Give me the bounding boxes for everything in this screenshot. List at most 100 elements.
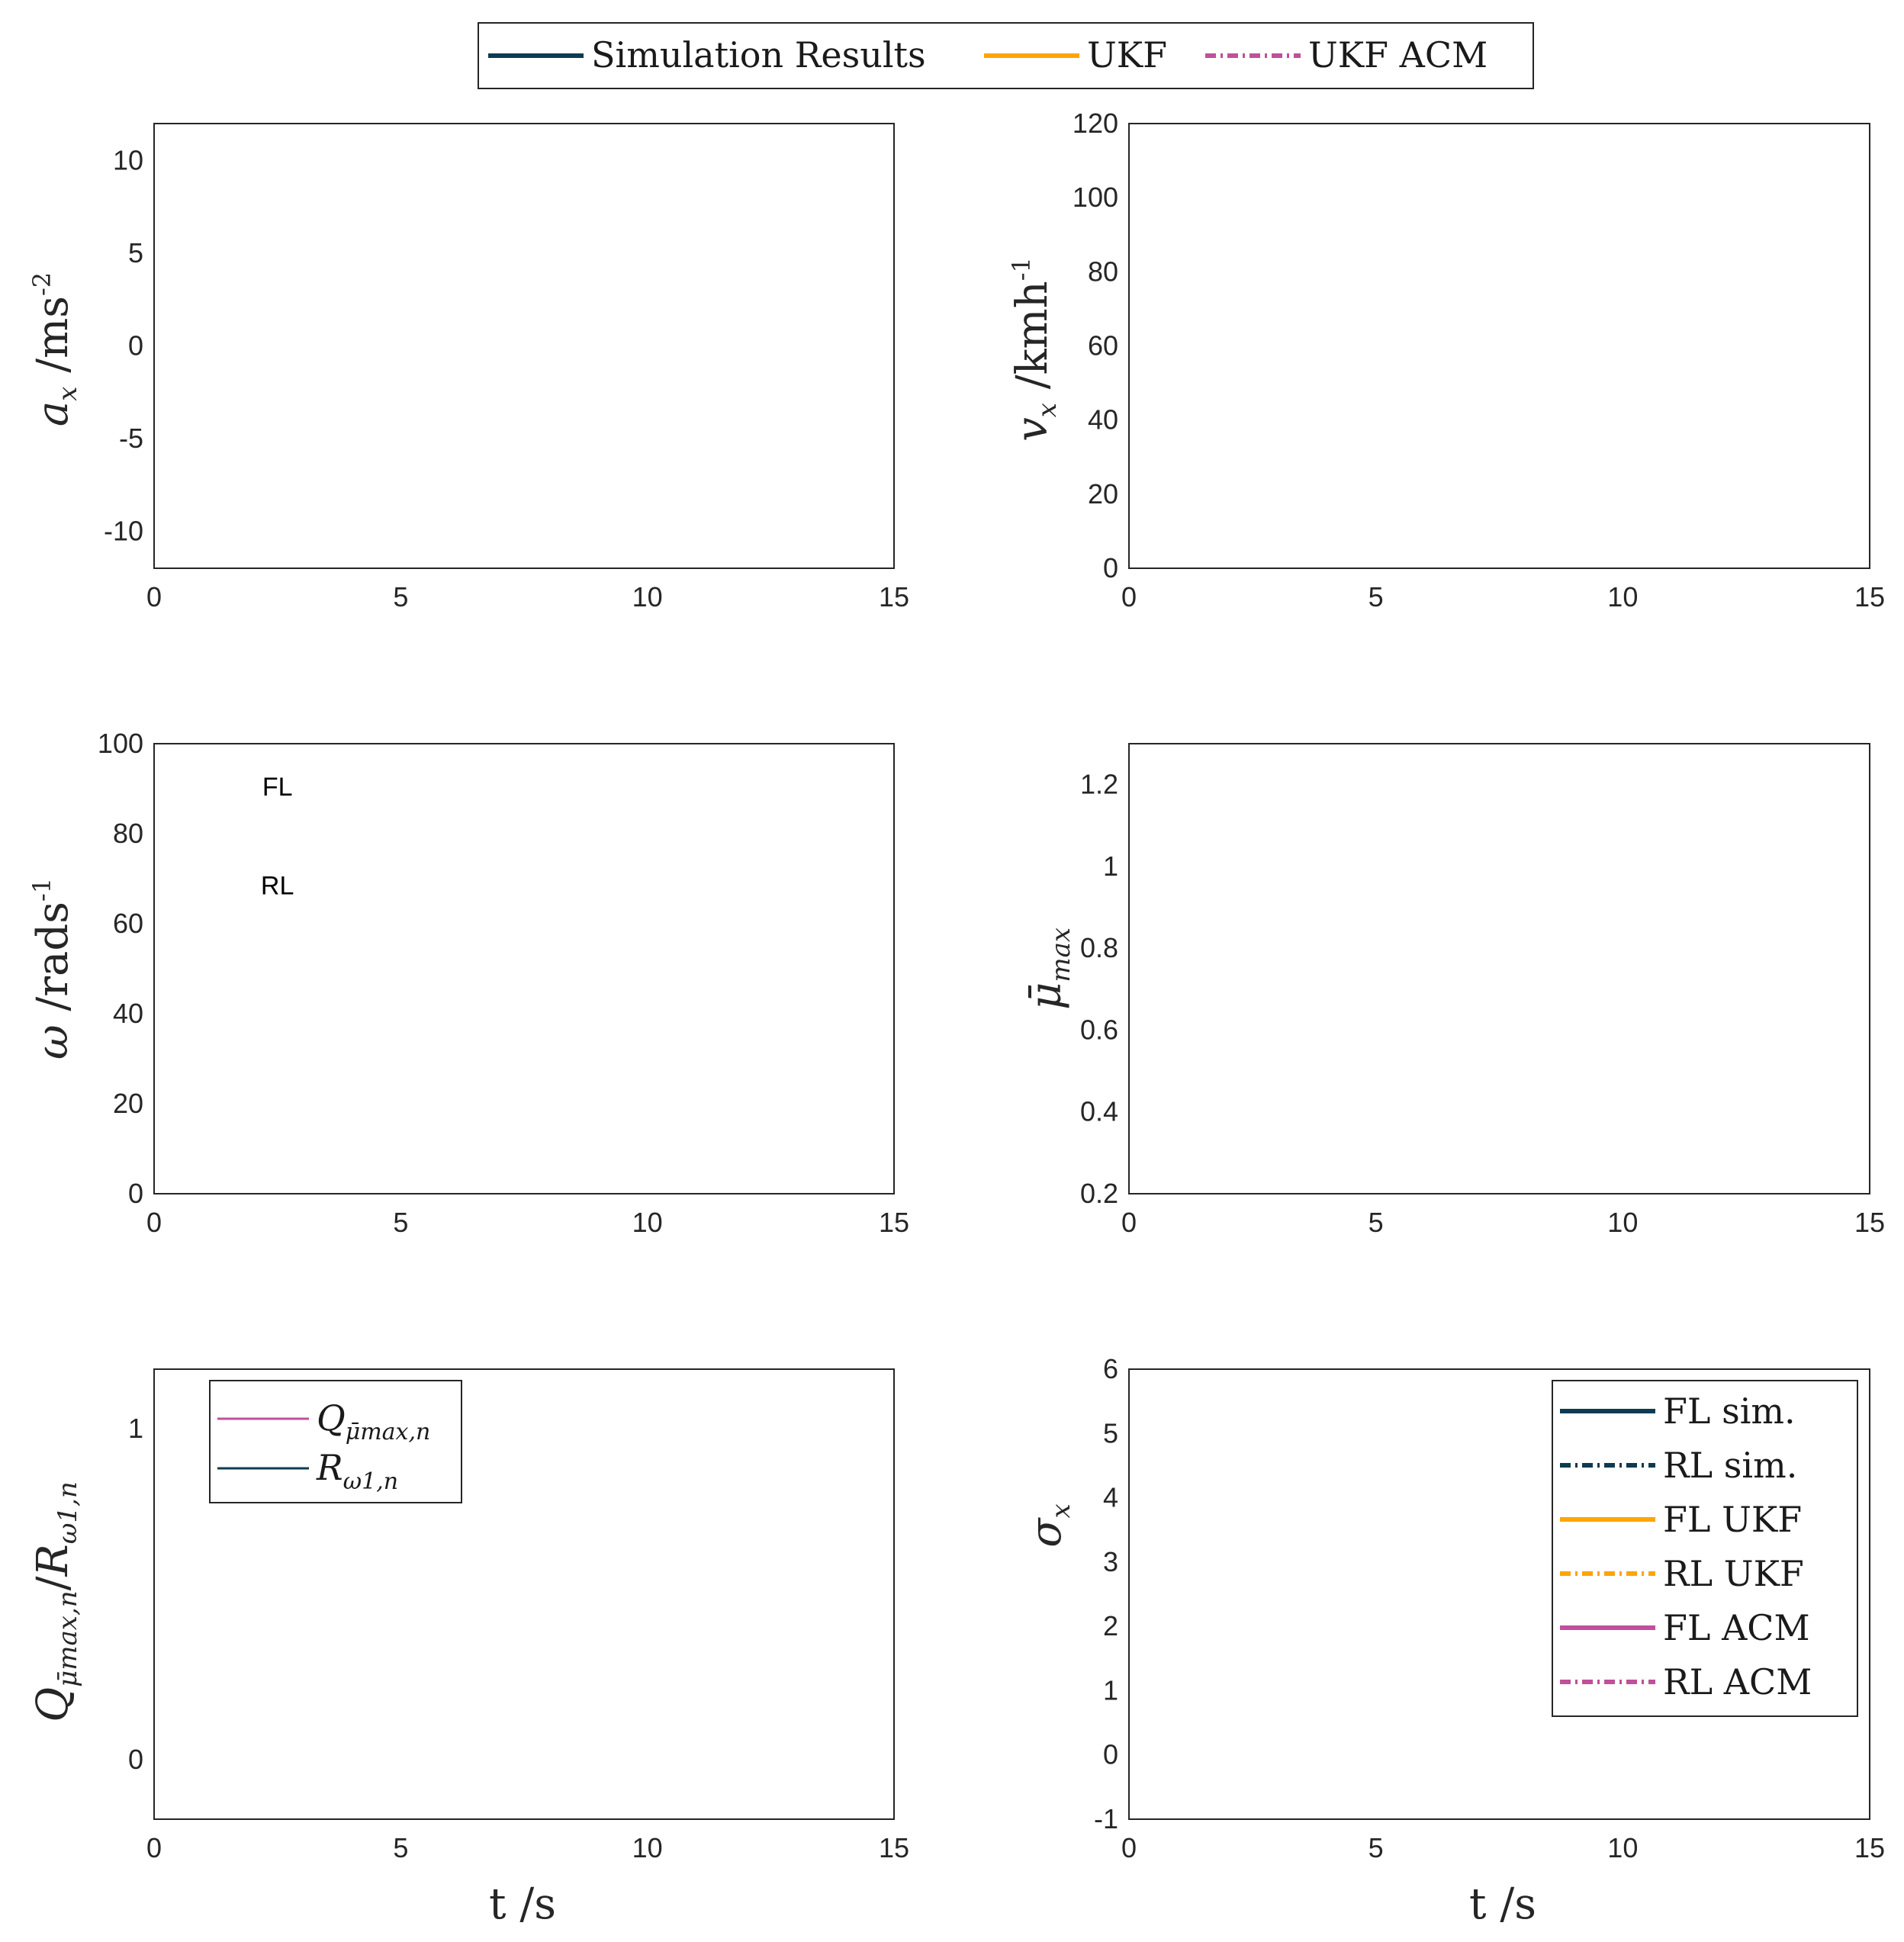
- panel-ax: 0 5 10 15 -10 -5 0 5 10: [104, 123, 909, 613]
- y-tick-label: 0: [128, 1178, 143, 1209]
- y-tick-label: 0: [128, 1744, 143, 1775]
- x-tick-label: 0: [1121, 1207, 1137, 1238]
- x-tick-label: 10: [632, 581, 663, 613]
- x-tick-label: 5: [1368, 1832, 1384, 1863]
- y-tick-label: 40: [1088, 404, 1118, 436]
- y-tick-label: 10: [113, 145, 143, 176]
- sigma-legend-label: FL UKF: [1663, 1499, 1802, 1540]
- svg-text:ω /rads-1: ω /rads-1: [27, 878, 78, 1059]
- x-tick-label: 0: [146, 1832, 162, 1863]
- qr-legend-label: Qμ̄max,n: [317, 1397, 430, 1445]
- y-tick-label: 120: [1073, 108, 1118, 139]
- xlabel-sigma: t /s: [1469, 1879, 1536, 1929]
- svg-text:ax /ms-2: ax /ms-2: [27, 272, 83, 426]
- y-tick-label: 0: [128, 330, 143, 362]
- x-tick-label: 15: [1854, 1207, 1885, 1238]
- x-tick-label: 5: [393, 581, 408, 613]
- y-tick-label: 0: [1103, 1739, 1118, 1770]
- axes-frame: [153, 123, 895, 569]
- y-tick-label: 0: [1103, 552, 1118, 584]
- x-tick-label: 0: [1121, 1832, 1137, 1863]
- axes-frame: [1128, 743, 1870, 1194]
- y-tick-label: 1: [1103, 850, 1118, 882]
- ylabel-mu: μ̄max: [1021, 928, 1076, 1010]
- legend-label-ukf: UKF: [1087, 34, 1167, 76]
- x-tick-label: 15: [1854, 581, 1885, 613]
- y-tick-label: 20: [1088, 478, 1118, 510]
- sigma-legend: FL sim. RL sim. FL UKF RL UKF FL ACM RL ACM: [1552, 1380, 1858, 1717]
- annotation-rl: RL: [261, 872, 294, 901]
- ylabel-vx: vx /kmh-1: [1007, 257, 1063, 442]
- x-tick-label: 15: [1854, 1832, 1885, 1863]
- x-tick-label: 10: [632, 1207, 663, 1238]
- legend-label-sim: Simulation Results: [591, 34, 926, 76]
- x-tick-label: 10: [1607, 1207, 1638, 1238]
- y-tick-label: -5: [119, 423, 143, 454]
- y-tick-label: 3: [1103, 1546, 1118, 1577]
- qr-legend-label: Rω1,n: [316, 1447, 398, 1495]
- ylabel-ax: ax /ms-2: [27, 272, 83, 426]
- x-tick-label: 5: [393, 1832, 408, 1863]
- sigma-legend-label: RL sim.: [1663, 1445, 1797, 1486]
- y-tick-label: 0.6: [1080, 1014, 1118, 1045]
- y-tick-label: 80: [1088, 256, 1118, 287]
- panel-vx: 0 5 10 15 0 20 40 60 80 100 120: [1073, 108, 1885, 613]
- panel-mu: 0 5 10 15 0.2 0.4 0.6 0.8 1 1.2: [1080, 743, 1885, 1238]
- x-tick-label: 0: [146, 581, 162, 613]
- x-tick-label: 10: [632, 1832, 663, 1863]
- y-tick-label: 5: [1103, 1417, 1118, 1448]
- qr-legend-box: [209, 1380, 462, 1503]
- ylabel-qr: Qμ̄max,n/Rω1,n: [28, 1481, 83, 1722]
- annotation-fl: FL: [262, 773, 293, 802]
- x-tick-label: 5: [393, 1207, 408, 1238]
- y-tick-label: 0.4: [1080, 1096, 1118, 1127]
- x-tick-label: 5: [1368, 1207, 1384, 1238]
- y-tick-label: 2: [1103, 1610, 1118, 1641]
- y-tick-label: 80: [113, 818, 143, 849]
- y-tick-label: 1: [128, 1413, 143, 1444]
- axes-frame: [1128, 123, 1870, 569]
- y-tick-label: -1: [1094, 1803, 1118, 1834]
- x-tick-label: 0: [146, 1207, 162, 1238]
- y-tick-label: 4: [1103, 1482, 1118, 1513]
- svg-text:vx /kmh-1: vx /kmh-1: [1007, 257, 1063, 442]
- ylabel-sigma: σx: [1021, 1503, 1076, 1547]
- top-legend: Simulation Results UKF UKF ACM: [478, 22, 1534, 89]
- y-tick-label: 6: [1103, 1353, 1118, 1384]
- y-tick-label: 1: [1103, 1674, 1118, 1706]
- svg-text:Qμ̄max,n/Rω1,n: Qμ̄max,n/Rω1,n: [28, 1481, 83, 1722]
- y-tick-label: 60: [1088, 330, 1118, 362]
- y-tick-label: 1.2: [1080, 769, 1118, 800]
- y-tick-label: 20: [113, 1088, 143, 1119]
- y-tick-label: 0.8: [1080, 932, 1118, 963]
- sigma-legend-label: FL sim.: [1663, 1391, 1796, 1432]
- sigma-legend-box: [1552, 1380, 1858, 1717]
- svg-text:μ̄max: μ̄max: [1021, 928, 1076, 1010]
- x-tick-label: 0: [1121, 581, 1137, 613]
- x-tick-label: 15: [879, 1207, 909, 1238]
- y-tick-label: 40: [113, 998, 143, 1029]
- y-tick-label: 100: [1073, 182, 1118, 213]
- sigma-legend-label: RL ACM: [1663, 1661, 1812, 1702]
- x-tick-label: 15: [879, 581, 909, 613]
- y-tick-label: 60: [113, 908, 143, 939]
- y-tick-label: 100: [98, 728, 143, 759]
- x-tick-label: 5: [1368, 581, 1384, 613]
- y-tick-label: -10: [104, 515, 143, 546]
- svg-text:σx: σx: [1021, 1503, 1076, 1547]
- y-tick-label: 0.2: [1080, 1178, 1118, 1209]
- x-tick-label: 15: [879, 1832, 909, 1863]
- ylabel-omega: ω /rads-1: [27, 878, 78, 1059]
- y-tick-label: 5: [128, 237, 143, 268]
- sigma-legend-label: FL ACM: [1663, 1607, 1810, 1648]
- xlabel-qr: t /s: [489, 1879, 556, 1929]
- panel-omega: 0 5 10 15 0 20 40 60 80 100 FL RL: [98, 728, 909, 1238]
- x-tick-label: 10: [1607, 1832, 1638, 1863]
- sigma-legend-label: RL UKF: [1663, 1553, 1804, 1594]
- legend-label-acm: UKF ACM: [1308, 34, 1488, 76]
- x-tick-label: 10: [1607, 581, 1638, 613]
